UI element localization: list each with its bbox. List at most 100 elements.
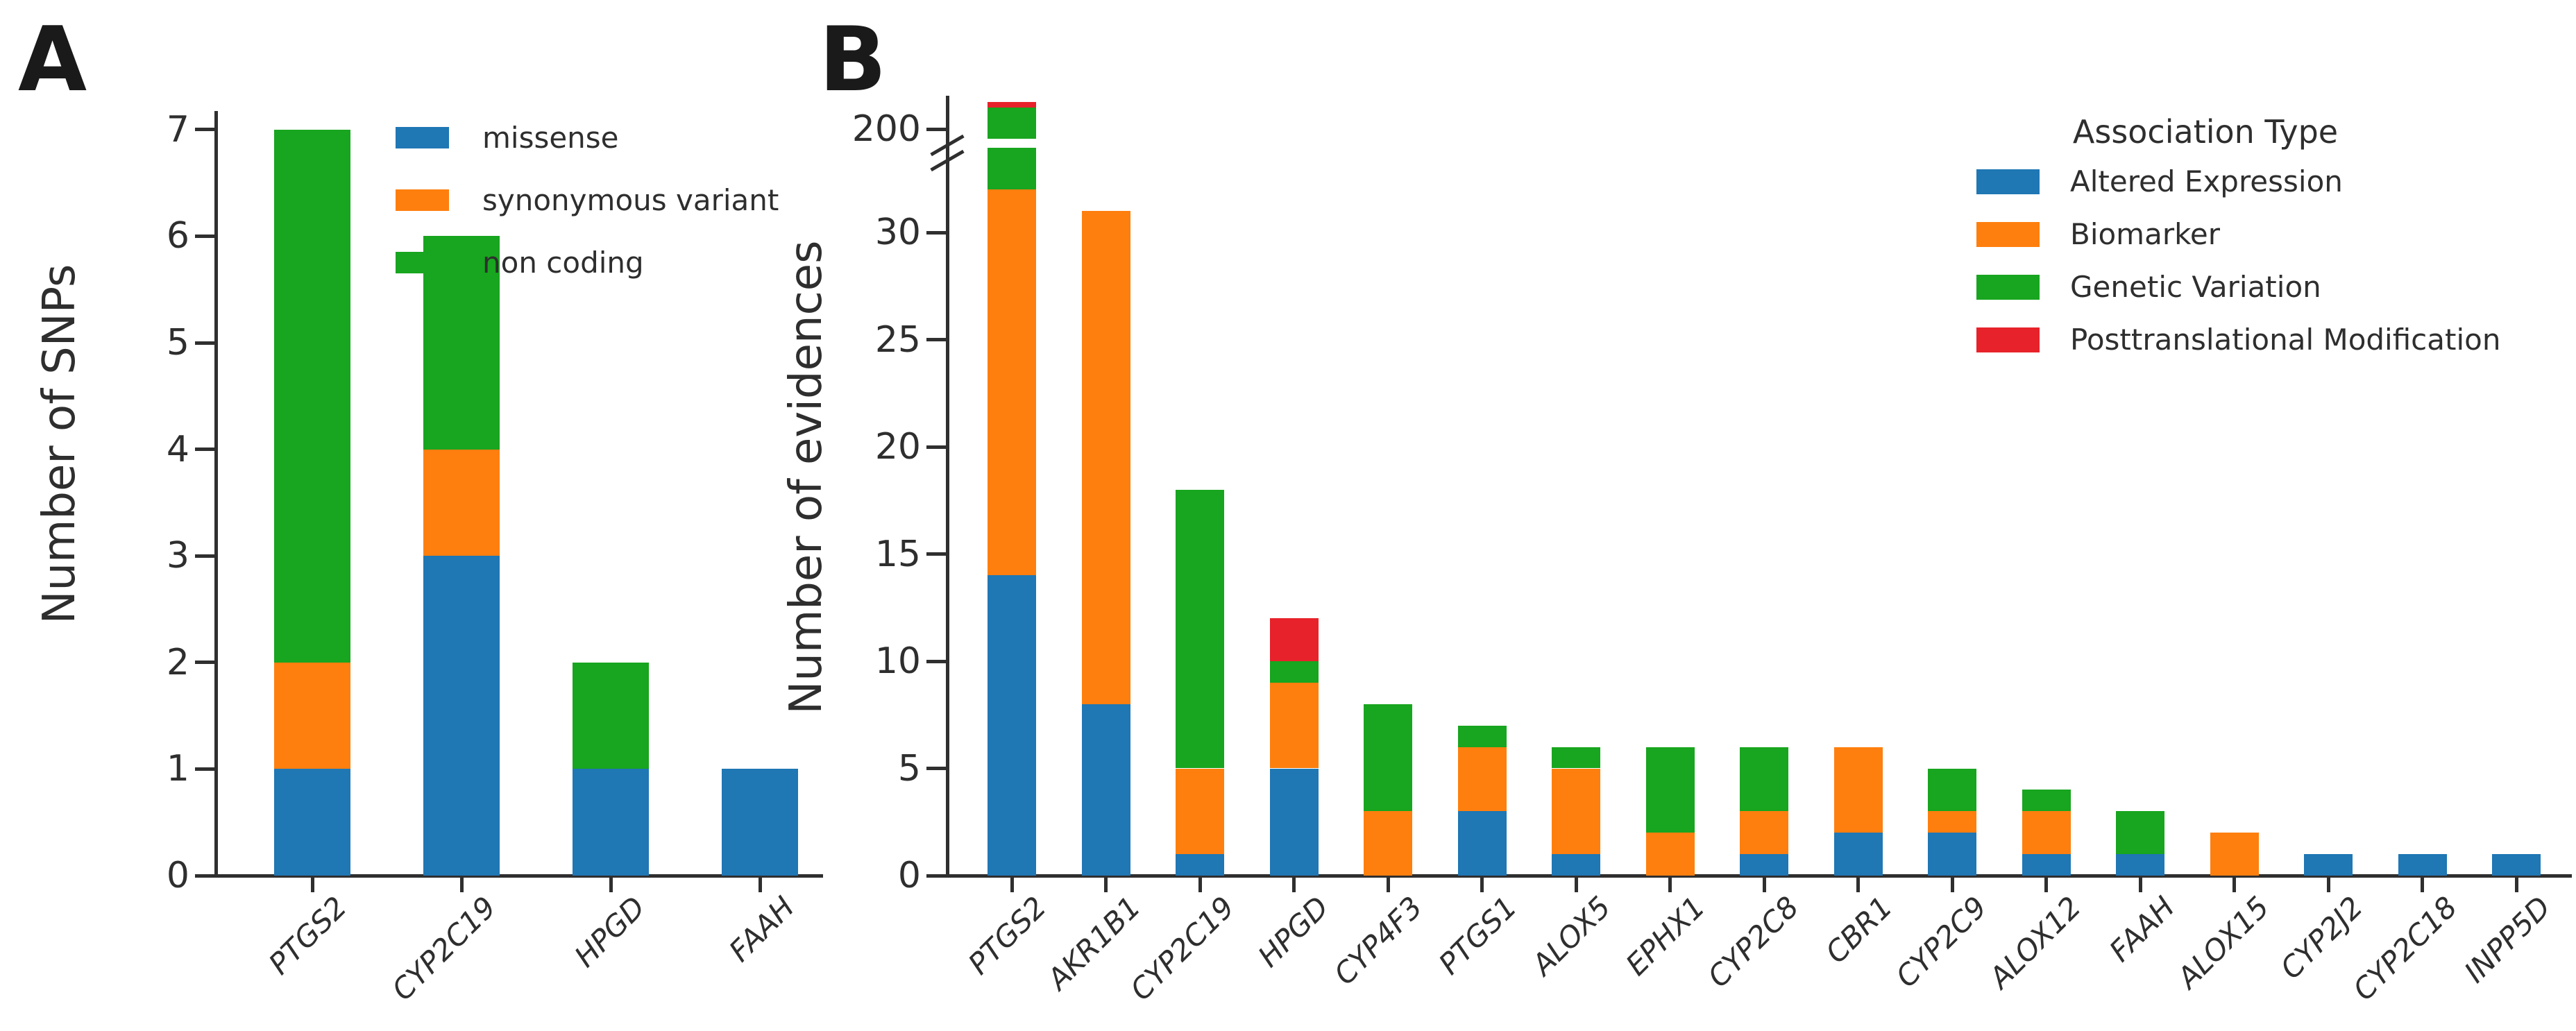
panel-a-y-axis-label: Number of SNPs bbox=[34, 264, 85, 624]
legend-swatch-Posttranslational Modification bbox=[1976, 327, 2040, 352]
bar-HPGD-Posttranslational Modification bbox=[1269, 618, 1319, 661]
x-tick bbox=[2421, 876, 2424, 892]
y-tick-label: 5 bbox=[897, 747, 921, 790]
y-tick bbox=[926, 230, 947, 235]
bar-ALOX12-Altered Expression bbox=[2022, 854, 2071, 876]
x-tick-label-CYP4F3: CYP4F3 bbox=[1327, 889, 1430, 991]
legend-label: non coding bbox=[482, 246, 644, 280]
panel-b-letter: B bbox=[819, 8, 887, 112]
x-tick-label-PTGS2: PTGS2 bbox=[262, 889, 354, 982]
y-tick bbox=[926, 874, 947, 878]
y-tick-label: 3 bbox=[166, 535, 189, 577]
x-tick bbox=[2232, 876, 2236, 892]
bar-CBR1-Altered Expression bbox=[1833, 833, 1883, 876]
bar-FAAH-missense bbox=[722, 769, 798, 876]
legend-item-synonymous variant: synonymous variant bbox=[396, 183, 779, 217]
y-tick bbox=[195, 767, 216, 771]
x-tick-label-CYP2C9: CYP2C9 bbox=[1889, 889, 1994, 994]
bar-EPHX1-Genetic Variation bbox=[1645, 747, 1695, 833]
x-tick bbox=[2514, 876, 2518, 892]
bar-FAAH-Altered Expression bbox=[2116, 854, 2164, 876]
y-tick-label: 20 bbox=[874, 426, 921, 468]
bar-ALOX12-Genetic Variation bbox=[2022, 790, 2071, 812]
y-tick bbox=[926, 767, 947, 770]
x-tick bbox=[758, 876, 762, 892]
y-tick bbox=[195, 341, 216, 345]
bar-PTGS2-synonymous variant bbox=[274, 662, 350, 769]
x-tick bbox=[310, 876, 314, 892]
bar-CYP2C19-Altered Expression bbox=[1176, 854, 1224, 876]
y-tick bbox=[926, 552, 947, 556]
x-tick-label-CBR1: CBR1 bbox=[1819, 889, 1899, 970]
bar-AKR1B1-Biomarker bbox=[1081, 211, 1130, 704]
x-tick bbox=[1480, 876, 1484, 892]
bar-PTGS2-Genetic Variation-above-break bbox=[988, 108, 1036, 139]
panel-a-letter: A bbox=[18, 8, 87, 112]
legend-label: Genetic Variation bbox=[2070, 270, 2321, 304]
legend-swatch-non coding bbox=[396, 252, 449, 273]
bar-PTGS1-Altered Expression bbox=[1457, 811, 1507, 876]
y-tick-label: 15 bbox=[874, 533, 921, 575]
x-tick-label-ALOX12: ALOX12 bbox=[1982, 889, 2087, 995]
y-tick bbox=[195, 234, 216, 238]
legend-swatch-Altered Expression bbox=[1976, 169, 2040, 194]
bar-CYP4F3-Genetic Variation bbox=[1364, 704, 1412, 812]
bar-CYP2C19-synonymous variant bbox=[423, 449, 500, 556]
y-tick-label: 6 bbox=[166, 215, 189, 257]
x-tick-label-HPGD: HPGD bbox=[568, 889, 652, 974]
x-tick-label-PTGS2: PTGS2 bbox=[961, 889, 1053, 982]
bar-CYP2C9-Genetic Variation bbox=[1928, 768, 1976, 812]
bar-HPGD-Altered Expression bbox=[1269, 768, 1319, 876]
bar-CYP2C18-Altered Expression bbox=[2398, 854, 2447, 876]
y-tick bbox=[195, 554, 216, 558]
legend-item-non coding: non coding bbox=[396, 246, 779, 280]
y-tick-label: 30 bbox=[874, 212, 921, 253]
bar-PTGS1-Genetic Variation bbox=[1457, 725, 1507, 747]
y-tick-label: 4 bbox=[166, 428, 189, 470]
bar-ALOX5-Altered Expression bbox=[1552, 854, 1600, 876]
bar-ALOX5-Genetic Variation bbox=[1552, 747, 1600, 769]
legend-item-Biomarker: Biomarker bbox=[1976, 217, 2434, 251]
x-tick-label-FAAH: FAAH bbox=[722, 889, 802, 969]
x-tick bbox=[1104, 876, 1108, 892]
y-tick bbox=[195, 128, 216, 132]
x-tick bbox=[1668, 876, 1672, 892]
y-tick-label: 0 bbox=[897, 855, 921, 896]
bar-ALOX12-Biomarker bbox=[2022, 811, 2071, 855]
x-tick bbox=[459, 876, 464, 892]
legend-label: Biomarker bbox=[2070, 217, 2221, 251]
bar-CYP2C19-Biomarker bbox=[1176, 768, 1224, 855]
y-tick bbox=[926, 338, 947, 341]
legend-label: missense bbox=[482, 121, 619, 155]
y-tick-label: 2 bbox=[166, 641, 189, 683]
panel-a-legend-items: missense synonymous variant non coding bbox=[396, 121, 779, 280]
bar-CYP2C8-Altered Expression bbox=[1740, 854, 1788, 876]
y-tick-label: 0 bbox=[166, 855, 189, 896]
x-tick-label-EPHX1: EPHX1 bbox=[1618, 889, 1711, 982]
bar-HPGD-non coding bbox=[573, 662, 649, 769]
panel-a-legend: missense synonymous variant non coding bbox=[396, 121, 779, 308]
x-axis-line bbox=[214, 874, 823, 878]
y-tick bbox=[195, 661, 216, 665]
bar-HPGD-Genetic Variation bbox=[1269, 661, 1319, 683]
panel-b-y-axis-label: Number of evidences bbox=[781, 240, 832, 715]
x-tick bbox=[609, 876, 613, 892]
x-tick-label-INPP5D: INPP5D bbox=[2458, 889, 2558, 989]
legend-label: synonymous variant bbox=[482, 183, 779, 217]
x-tick-label-CYP2C8: CYP2C8 bbox=[1701, 889, 1806, 994]
bar-CYP2J2-Altered Expression bbox=[2304, 854, 2353, 876]
x-tick-label-CYP2C19: CYP2C19 bbox=[385, 889, 503, 1007]
y-axis-line bbox=[214, 111, 218, 878]
legend-item-missense: missense bbox=[396, 121, 779, 155]
legend-swatch-missense bbox=[396, 127, 449, 148]
y-tick-label: 200 bbox=[851, 108, 921, 150]
bar-PTGS2-Posttranslational Modification-above-break bbox=[988, 102, 1036, 108]
legend-swatch-Genetic Variation bbox=[1976, 274, 2040, 300]
y-tick-label: 7 bbox=[166, 108, 189, 151]
bar-CYP2C8-Genetic Variation bbox=[1740, 747, 1788, 812]
bar-EPHX1-Biomarker bbox=[1645, 833, 1695, 876]
bar-ALOX5-Biomarker bbox=[1552, 768, 1600, 855]
bar-FAAH-Genetic Variation bbox=[2116, 811, 2164, 855]
y-tick-label: 10 bbox=[874, 640, 921, 682]
bar-PTGS2-missense bbox=[274, 769, 350, 876]
